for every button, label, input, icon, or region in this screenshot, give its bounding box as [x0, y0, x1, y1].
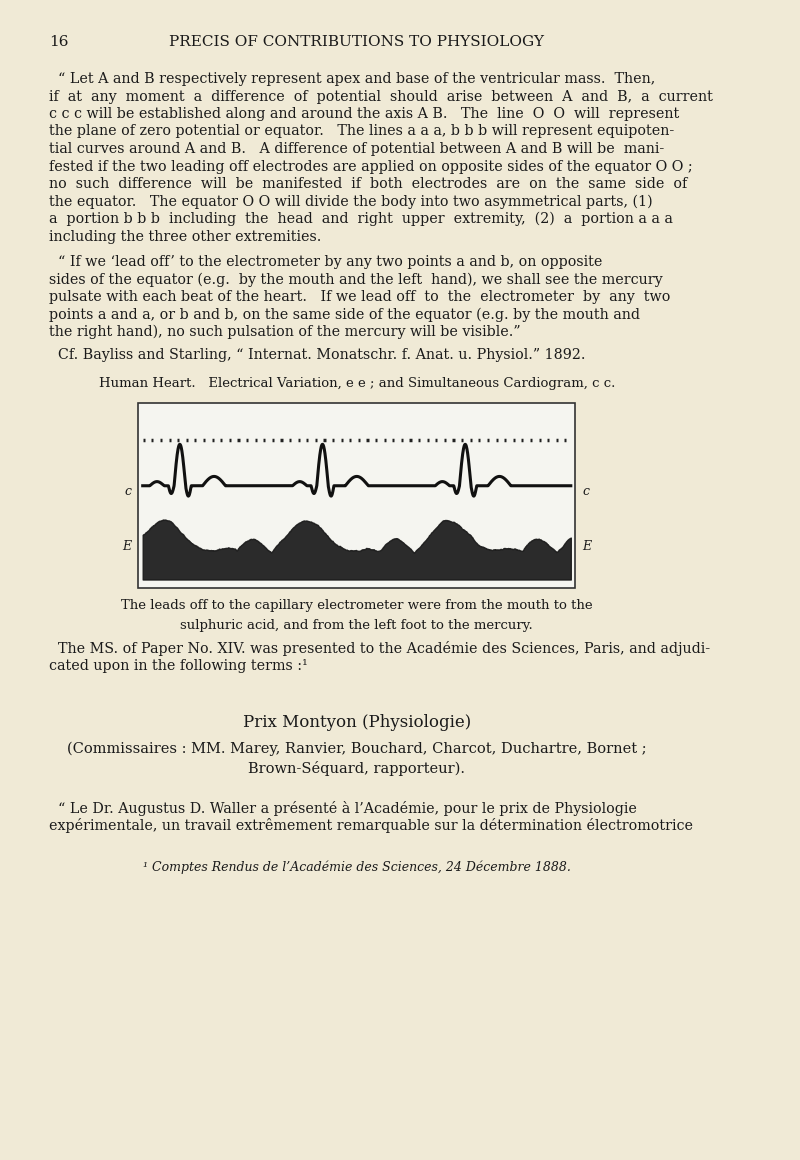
Text: E: E	[582, 541, 591, 553]
Text: E: E	[122, 541, 131, 553]
Text: the equator.   The equator O O will divide the body into two asymmetrical parts,: the equator. The equator O O will divide…	[49, 195, 653, 209]
Text: if  at  any  moment  a  difference  of  potential  should  arise  between  A  an: if at any moment a difference of potenti…	[49, 89, 713, 103]
Text: sides of the equator (e.g.  by the mouth and the left  hand), we shall see the m: sides of the equator (e.g. by the mouth …	[49, 273, 662, 287]
Text: PRECIS OF CONTRIBUTIONS TO PHYSIOLOGY: PRECIS OF CONTRIBUTIONS TO PHYSIOLOGY	[170, 35, 544, 49]
Text: expérimentale, un travail extrêmement remarquable sur la détermination électromo: expérimentale, un travail extrêmement re…	[49, 818, 693, 833]
Text: fested if the two leading off electrodes are applied on opposite sides of the eq: fested if the two leading off electrodes…	[49, 160, 693, 174]
Text: ¹ Comptes Rendus de l’Académie des Sciences, 24 Décembre 1888.: ¹ Comptes Rendus de l’Académie des Scien…	[143, 861, 570, 873]
Text: “ If we ‘lead off’ to the electrometer by any two points a and b, on opposite: “ If we ‘lead off’ to the electrometer b…	[58, 255, 602, 269]
Text: The leads off to the capillary electrometer were from the mouth to the
sulphuric: The leads off to the capillary electrome…	[121, 600, 593, 631]
Text: (Commissaires : MM. Marey, Ranvier, Bouchard, Charcot, Duchartre, Bornet ;: (Commissaires : MM. Marey, Ranvier, Bouc…	[67, 742, 646, 756]
Text: points a and a, or b and b, on the same side of the equator (e.g. by the mouth a: points a and a, or b and b, on the same …	[49, 307, 640, 321]
Bar	[138, 403, 575, 587]
Text: Human Heart.   Electrical Variation, e e ; and Simultaneous Cardiogram, c c.: Human Heart. Electrical Variation, e e ;…	[98, 377, 615, 390]
Text: a  portion b b b  including  the  head  and  right  upper  extremity,  (2)  a  p: a portion b b b including the head and r…	[49, 212, 673, 226]
Text: Cf. Bayliss and Starling, “ Internat. Monatschr. f. Anat. u. Physiol.” 1892.: Cf. Bayliss and Starling, “ Internat. Mo…	[58, 348, 586, 362]
Text: Prix Montyon (Physiologie): Prix Montyon (Physiologie)	[242, 715, 471, 731]
Text: no  such  difference  will  be  manifested  if  both  electrodes  are  on  the  : no such difference will be manifested if…	[49, 177, 687, 191]
Text: “ Let A and B respectively represent apex and base of the ventricular mass.  The: “ Let A and B respectively represent ape…	[58, 72, 655, 86]
Text: including the three other extremities.: including the three other extremities.	[49, 230, 322, 244]
Text: the plane of zero potential or equator.   The lines a a a, b b b will represent : the plane of zero potential or equator. …	[49, 124, 674, 138]
Text: c c c will be established along and around the axis A B.   The  line  O  O  will: c c c will be established along and arou…	[49, 107, 679, 121]
Text: Brown-Séquard, rapporteur).: Brown-Séquard, rapporteur).	[248, 761, 466, 776]
Text: c: c	[124, 485, 131, 498]
Text: the right hand), no such pulsation of the mercury will be visible.”: the right hand), no such pulsation of th…	[49, 325, 521, 340]
Text: “ Le Dr. Augustus D. Waller a présenté à l’Académie, pour le prix de Physiologie: “ Le Dr. Augustus D. Waller a présenté à…	[58, 800, 637, 815]
Text: tial curves around A and B.   A difference of potential between A and B will be : tial curves around A and B. A difference…	[49, 142, 664, 155]
Text: pulsate with each beat of the heart.   If we lead off  to  the  electrometer  by: pulsate with each beat of the heart. If …	[49, 290, 670, 304]
Text: 16: 16	[49, 35, 69, 49]
Text: c: c	[582, 485, 590, 498]
Text: The MS. of Paper No. XIV. was presented to the Académie des Sciences, Paris, and: The MS. of Paper No. XIV. was presented …	[58, 641, 710, 657]
Text: cated upon in the following terms :¹: cated upon in the following terms :¹	[49, 659, 308, 673]
